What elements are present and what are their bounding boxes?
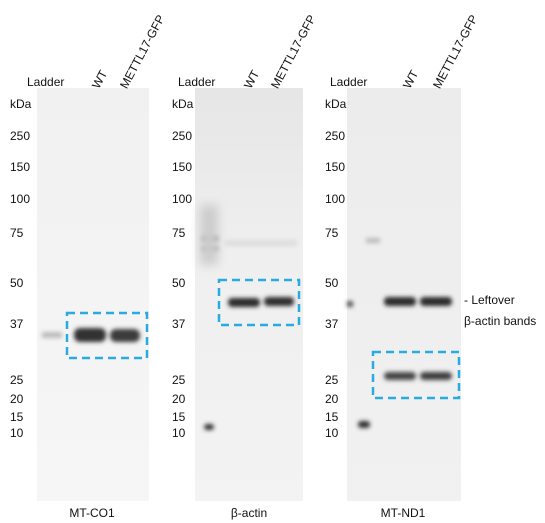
- marker-label: 20: [325, 392, 339, 406]
- marker-label: 50: [172, 276, 186, 290]
- unit-label: kDa: [172, 97, 194, 111]
- marker-label: 15: [172, 410, 186, 424]
- blot: [37, 88, 149, 501]
- marker-label: 15: [10, 410, 24, 424]
- column-label: Ladder: [178, 75, 215, 89]
- smear: [200, 205, 218, 265]
- column-label: WT: [241, 67, 262, 91]
- marker-label: 75: [325, 226, 339, 240]
- marker-label: 20: [172, 392, 186, 406]
- panel-caption: MT-CO1: [69, 506, 115, 520]
- annotation: β-actin bands: [464, 314, 536, 328]
- blot: [195, 88, 303, 501]
- marker-label: 25: [10, 373, 24, 387]
- marker-label: 250: [325, 129, 345, 143]
- marker-label: 75: [10, 226, 24, 240]
- column-label: METTL17-GFP: [117, 12, 168, 90]
- marker-label: 100: [172, 192, 192, 206]
- marker-label: 150: [10, 160, 30, 174]
- marker-label: 250: [10, 129, 30, 143]
- marker-label: 75: [172, 226, 186, 240]
- figure: - Leftover β-actin bands LadderWTMETTL17…: [0, 0, 545, 523]
- column-label: METTL17-GFP: [268, 12, 319, 90]
- marker-label: 25: [325, 373, 339, 387]
- marker-label: 10: [10, 426, 24, 440]
- column-label: METTL17-GFP: [430, 12, 481, 90]
- marker-label: 50: [325, 276, 339, 290]
- column-label: WT: [89, 67, 110, 91]
- unit-label: kDa: [325, 97, 347, 111]
- marker-label: 100: [10, 192, 30, 206]
- panel-caption: β-actin: [231, 506, 267, 520]
- panel-caption: MT-ND1: [381, 506, 426, 520]
- marker-label: 10: [325, 426, 339, 440]
- marker-label: 37: [10, 317, 24, 331]
- marker-label: 100: [325, 192, 345, 206]
- column-label: Ladder: [27, 75, 64, 89]
- blot: [347, 88, 461, 501]
- marker-label: 25: [172, 373, 186, 387]
- marker-label: 50: [10, 276, 24, 290]
- marker-label: 37: [325, 317, 339, 331]
- column-label: WT: [400, 67, 421, 91]
- marker-label: 250: [172, 129, 192, 143]
- column-label: Ladder: [330, 75, 367, 89]
- unit-label: kDa: [10, 97, 32, 111]
- marker-label: 150: [172, 160, 192, 174]
- marker-label: 15: [325, 410, 339, 424]
- annotation: - Leftover: [464, 293, 515, 307]
- marker-label: 20: [10, 392, 24, 406]
- marker-label: 150: [325, 160, 345, 174]
- marker-label: 10: [172, 426, 186, 440]
- marker-label: 37: [172, 317, 186, 331]
